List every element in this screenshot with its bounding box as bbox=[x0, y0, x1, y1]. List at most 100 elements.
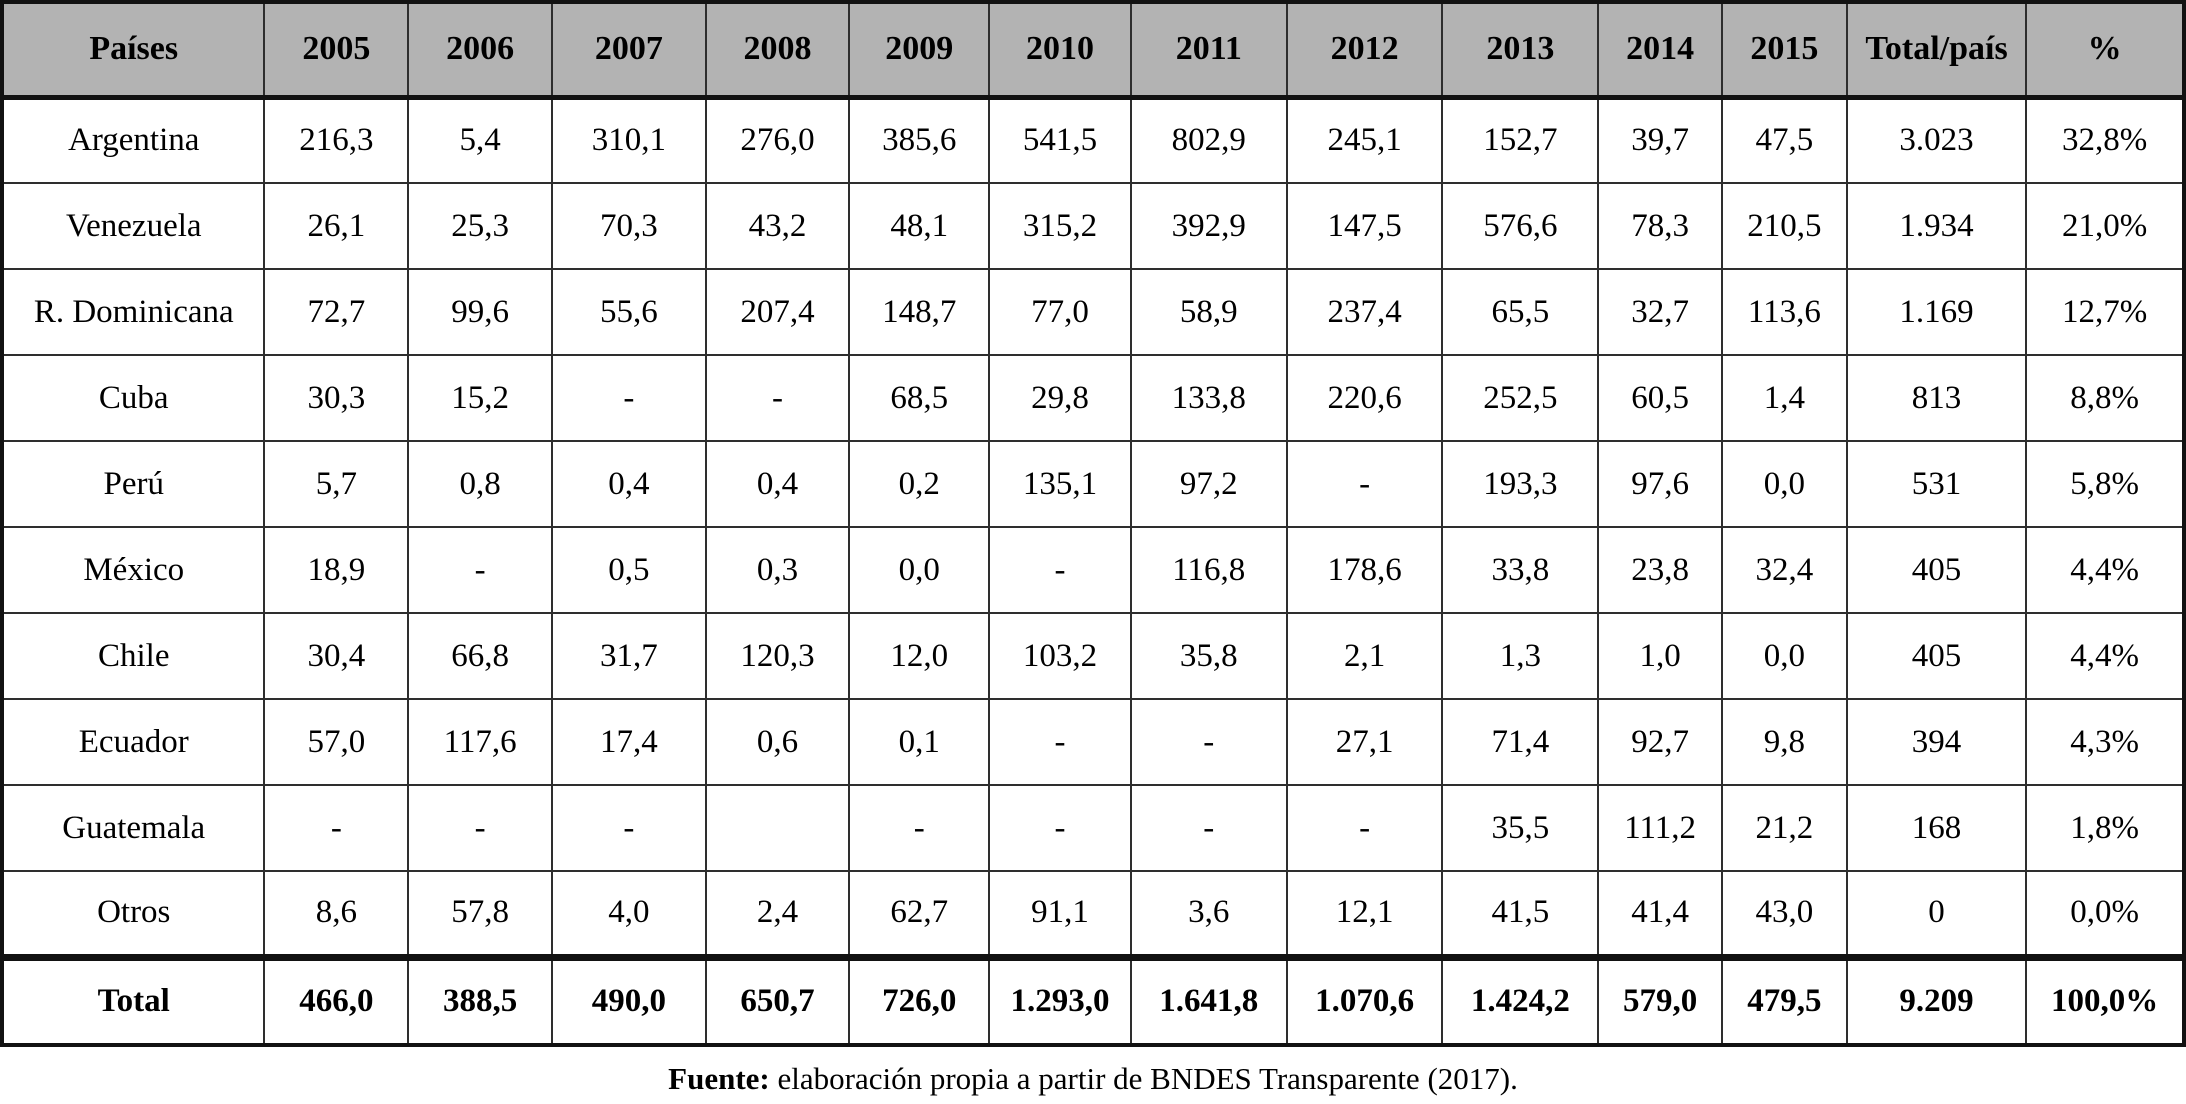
cell-ecuador-2008: 0,6 bbox=[704, 698, 851, 786]
cell-guatemala-2013: 35,5 bbox=[1441, 784, 1600, 872]
cell-guatemala-2010: - bbox=[988, 784, 1132, 872]
cell-venezuela-2009: 48,1 bbox=[848, 182, 991, 270]
cell-otros-2015: 43,0 bbox=[1720, 870, 1848, 958]
total-cell-2007: 490,0 bbox=[551, 956, 707, 1046]
total-cell-2015: 479,5 bbox=[1720, 956, 1848, 1046]
cell-r-dominicana-total-pais: 1.169 bbox=[1845, 268, 2028, 356]
cell-mexico-2012: 178,6 bbox=[1285, 526, 1444, 614]
source-caption-label: Fuente: bbox=[668, 1061, 770, 1096]
cell-ecuador-2013: 71,4 bbox=[1441, 698, 1600, 786]
row-label-guatemala: Guatemala bbox=[0, 784, 266, 872]
cell-venezuela-2013: 576,6 bbox=[1441, 182, 1600, 270]
cell-peru-2008: 0,4 bbox=[704, 440, 851, 528]
cell-otros-2006: 57,8 bbox=[407, 870, 554, 958]
cell-guatemala-percent: 1,8% bbox=[2025, 784, 2185, 872]
cell-cuba-2007: - bbox=[551, 354, 707, 442]
cell-mexico-percent: 4,4% bbox=[2025, 526, 2185, 614]
table-row-ecuador: Ecuador 57,0 117,6 17,4 0,6 0,1- -27,1 71,4 92,7… bbox=[0, 698, 2185, 786]
cell-mexico-2014: 23,8 bbox=[1597, 526, 1723, 614]
cell-guatemala-2015: 21,2 bbox=[1720, 784, 1848, 872]
row-label-cuba: Cuba bbox=[0, 354, 266, 442]
cell-r-dominicana-2008: 207,4 bbox=[704, 268, 851, 356]
table-row-cuba: Cuba 30,3 15,2- -68,5 29,8 133,8 220,6 252,5 60,… bbox=[0, 354, 2185, 442]
column-header-2005: 2005 bbox=[263, 1, 410, 98]
total-cell-2008: 650,7 bbox=[704, 956, 851, 1046]
cell-peru-2009: 0,2 bbox=[848, 440, 991, 528]
row-label-peru: Perú bbox=[0, 440, 266, 528]
header-row: Países 2005 2006 2007 2008 2009 2010 2011 2012 20… bbox=[0, 1, 2185, 98]
bndes-disbursements-table: Países 2005 2006 2007 2008 2009 2010 2011 2012 20… bbox=[0, 0, 2186, 1047]
total-cell-2009: 726,0 bbox=[848, 956, 991, 1046]
table-header: Países 2005 2006 2007 2008 2009 2010 2011 2012 20… bbox=[0, 1, 2185, 98]
cell-guatemala-2009: - bbox=[848, 784, 991, 872]
column-header-2012: 2012 bbox=[1285, 1, 1444, 98]
cell-otros-2010: 91,1 bbox=[988, 870, 1132, 958]
table-body: Argentina 216,3 5,4 310,1 276,0 385,6 541,5 802… bbox=[0, 96, 2185, 958]
cell-peru-total-pais: 531 bbox=[1845, 440, 2028, 528]
source-caption-text: elaboración propia a partir de BNDES Tra… bbox=[769, 1061, 1518, 1096]
cell-argentina-2013: 152,7 bbox=[1441, 96, 1600, 184]
cell-guatemala-2012: - bbox=[1285, 784, 1444, 872]
cell-r-dominicana-2009: 148,7 bbox=[848, 268, 991, 356]
table-row-r-dominicana: R. Dominicana 72,7 99,6 55,6 207,4 148,7 77,0 5… bbox=[0, 268, 2185, 356]
column-header-total-pais: Total/país bbox=[1845, 1, 2028, 98]
table-footer: Total 466,0 388,5 490,0 650,7 726,0 1.293,0 1.6… bbox=[0, 956, 2185, 1046]
cell-otros-2008: 2,4 bbox=[704, 870, 851, 958]
cell-peru-2014: 97,6 bbox=[1597, 440, 1723, 528]
cell-mexico-2006: - bbox=[407, 526, 554, 614]
cell-guatemala-2007: - bbox=[551, 784, 707, 872]
row-label-venezuela: Venezuela bbox=[0, 182, 266, 270]
total-cell-2014: 579,0 bbox=[1597, 956, 1723, 1046]
cell-mexico-2011: 116,8 bbox=[1129, 526, 1288, 614]
cell-venezuela-2005: 26,1 bbox=[263, 182, 410, 270]
cell-chile-2011: 35,8 bbox=[1129, 612, 1288, 700]
total-cell-2010: 1.293,0 bbox=[988, 956, 1132, 1046]
cell-argentina-2011: 802,9 bbox=[1129, 96, 1288, 184]
cell-ecuador-2006: 117,6 bbox=[407, 698, 554, 786]
cell-ecuador-percent: 4,3% bbox=[2025, 698, 2185, 786]
cell-cuba-percent: 8,8% bbox=[2025, 354, 2185, 442]
cell-argentina-2010: 541,5 bbox=[988, 96, 1132, 184]
cell-ecuador-2012: 27,1 bbox=[1285, 698, 1444, 786]
cell-r-dominicana-2013: 65,5 bbox=[1441, 268, 1600, 356]
row-label-chile: Chile bbox=[0, 612, 266, 700]
cell-ecuador-2010: - bbox=[988, 698, 1132, 786]
cell-guatemala-2014: 111,2 bbox=[1597, 784, 1723, 872]
cell-chile-2008: 120,3 bbox=[704, 612, 851, 700]
cell-peru-2011: 97,2 bbox=[1129, 440, 1288, 528]
cell-cuba-2010: 29,8 bbox=[988, 354, 1132, 442]
cell-mexico-2008: 0,3 bbox=[704, 526, 851, 614]
cell-venezuela-2012: 147,5 bbox=[1285, 182, 1444, 270]
column-header-2013: 2013 bbox=[1441, 1, 1600, 98]
cell-otros-2009: 62,7 bbox=[848, 870, 991, 958]
cell-chile-2012: 2,1 bbox=[1285, 612, 1444, 700]
cell-chile-2006: 66,8 bbox=[407, 612, 554, 700]
cell-ecuador-total-pais: 394 bbox=[1845, 698, 2028, 786]
cell-venezuela-2008: 43,2 bbox=[704, 182, 851, 270]
cell-chile-total-pais: 405 bbox=[1845, 612, 2028, 700]
cell-peru-2013: 193,3 bbox=[1441, 440, 1600, 528]
column-header-2010: 2010 bbox=[988, 1, 1132, 98]
cell-cuba-2013: 252,5 bbox=[1441, 354, 1600, 442]
source-caption: Fuente: elaboración propia a partir de B… bbox=[0, 1061, 2186, 1097]
cell-venezuela-2010: 315,2 bbox=[988, 182, 1132, 270]
row-label-r-dominicana: R. Dominicana bbox=[0, 268, 266, 356]
cell-argentina-percent: 32,8% bbox=[2025, 96, 2185, 184]
cell-mexico-total-pais: 405 bbox=[1845, 526, 2028, 614]
cell-mexico-2007: 0,5 bbox=[551, 526, 707, 614]
column-header-2009: 2009 bbox=[848, 1, 991, 98]
cell-argentina-2008: 276,0 bbox=[704, 96, 851, 184]
cell-venezuela-2011: 392,9 bbox=[1129, 182, 1288, 270]
cell-peru-2007: 0,4 bbox=[551, 440, 707, 528]
total-cell-total-pais: 9.209 bbox=[1845, 956, 2028, 1046]
cell-ecuador-2011: - bbox=[1129, 698, 1288, 786]
cell-otros-2011: 3,6 bbox=[1129, 870, 1288, 958]
cell-guatemala-2005: - bbox=[263, 784, 410, 872]
column-header-2015: 2015 bbox=[1720, 1, 1848, 98]
cell-ecuador-2014: 92,7 bbox=[1597, 698, 1723, 786]
table-row-peru: Perú 5,7 0,8 0,4 0,4 0,2 135,1 97,2-193,3 97,6 0,… bbox=[0, 440, 2185, 528]
cell-cuba-2012: 220,6 bbox=[1285, 354, 1444, 442]
total-cell-2005: 466,0 bbox=[263, 956, 410, 1046]
cell-otros-percent: 0,0% bbox=[2025, 870, 2185, 958]
